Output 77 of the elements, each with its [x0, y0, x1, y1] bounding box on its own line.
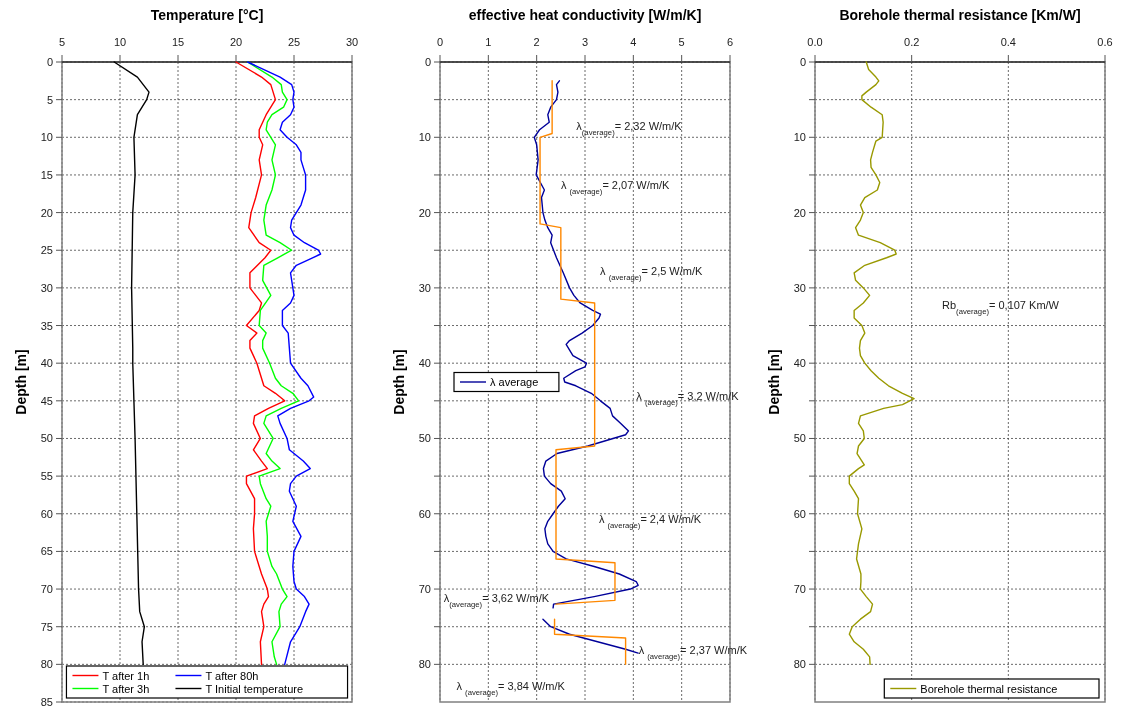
y-tick-label: 15 — [40, 168, 53, 181]
x-tick-label: 0 — [436, 36, 444, 48]
y-tick-label: 60 — [418, 507, 431, 520]
x-tick-label: 1 — [485, 36, 492, 48]
annotation: λ $_{(average)}$= 3,2 W/m/K — [636, 389, 740, 407]
x-tick-label: 25 — [287, 36, 301, 48]
legend-label: T Initial temperature — [205, 682, 304, 695]
y-tick-label: 50 — [793, 432, 806, 445]
annotation: λ $_{(average)}$= 2,07 W/m/K — [560, 178, 670, 196]
y-tick-label: 10 — [418, 131, 431, 144]
y-tick-label: 70 — [40, 583, 53, 596]
x-tick-label: 5 — [58, 36, 66, 48]
x-tick-label: 20 — [229, 36, 243, 48]
y-tick-label: 55 — [40, 470, 53, 483]
y-tick-label: 80 — [793, 658, 806, 671]
x-tick-label: 6 — [726, 36, 734, 48]
y-tick-label: 5 — [46, 93, 53, 106]
y-tick-label: 20 — [40, 206, 53, 219]
x-tick-label: 2 — [533, 36, 540, 48]
x-tick-label: 15 — [171, 36, 185, 48]
legend-label: T after 1h — [102, 669, 150, 682]
annotation: λ $_{(average)}$= 2,5 W/m/K — [600, 265, 704, 282]
y-tick-label: 80 — [40, 658, 53, 671]
y-tick-label: 65 — [40, 545, 53, 558]
y-tick-label: 0 — [799, 56, 806, 68]
y-axis-title: Depth [m] — [391, 349, 407, 415]
y-tick-label: 30 — [418, 281, 431, 294]
y-tick-label: 60 — [793, 507, 806, 520]
y-tick-label: 80 — [418, 658, 431, 671]
y-tick-label: 45 — [40, 394, 53, 407]
y-tick-label: 40 — [418, 357, 431, 370]
y-tick-label: 10 — [40, 131, 53, 144]
x-tick-label: 3 — [581, 36, 589, 48]
line-series — [235, 61, 286, 666]
annotation: λ $_{(average)}$= 2,37 W/m/K — [638, 643, 748, 661]
y-tick-label: 40 — [793, 357, 806, 370]
y-tick-label: 50 — [418, 432, 431, 445]
x-tick-label: 5 — [678, 36, 685, 48]
annotation: λ $_{(average)}$= 2,4 W/m/K — [598, 512, 702, 530]
y-tick-label: 40 — [40, 357, 53, 370]
annotation: λ $_{(average)}$= 3,84 W/m/K — [456, 679, 566, 697]
x-tick-label: 10 — [113, 36, 127, 48]
x-tick-label: 0.6 — [1097, 36, 1113, 48]
y-tick-label: 70 — [418, 583, 431, 596]
legend-label: λ average — [490, 376, 539, 388]
annotation: λ$_{(average)}$= 3,62 W/m/K — [443, 591, 550, 609]
y-tick-label: 70 — [793, 583, 806, 596]
y-tick-label: 35 — [40, 319, 53, 332]
y-tick-label: 60 — [40, 507, 53, 520]
x-tick-label: 30 — [345, 36, 359, 48]
y-tick-label: 85 — [40, 696, 53, 708]
y-tick-label: 10 — [793, 131, 806, 144]
line-series — [848, 61, 915, 666]
y-tick-label: 20 — [418, 206, 431, 219]
y-tick-label: 0 — [424, 56, 431, 68]
x-tick-label: 0.0 — [807, 36, 823, 48]
y-tick-label: 25 — [40, 244, 53, 257]
y-tick-label: 20 — [793, 206, 806, 219]
y-axis-title: Depth [m] — [766, 349, 782, 415]
legend-label: T after 3h — [102, 682, 150, 695]
y-tick-label: 50 — [40, 432, 53, 445]
x-tick-label: 0.2 — [904, 36, 920, 48]
x-axis-title: effective heat conductivity [W/m/K] — [468, 7, 702, 23]
annotation: Rb$_{(average)}$= 0,107 Km/W — [942, 299, 1060, 316]
legend-label: T after 80h — [205, 669, 259, 682]
x-axis-title: Temperature [°C] — [150, 7, 264, 23]
y-tick-label: 30 — [40, 281, 53, 294]
y-tick-label: 75 — [40, 620, 53, 633]
y-tick-label: 0 — [46, 56, 53, 68]
x-tick-label: 4 — [630, 36, 637, 48]
y-axis-title: Depth [m] — [13, 349, 29, 415]
y-tick-label: 30 — [793, 281, 806, 294]
annotation: λ$_{(average)}$= 2,32 W/m/K — [576, 119, 683, 137]
x-tick-label: 0.4 — [1000, 36, 1016, 48]
line-series — [246, 61, 322, 666]
x-axis-title: Borehole thermal resistance [Km/W] — [839, 7, 1081, 23]
legend-label: Borehole thermal resistance — [920, 682, 1058, 695]
